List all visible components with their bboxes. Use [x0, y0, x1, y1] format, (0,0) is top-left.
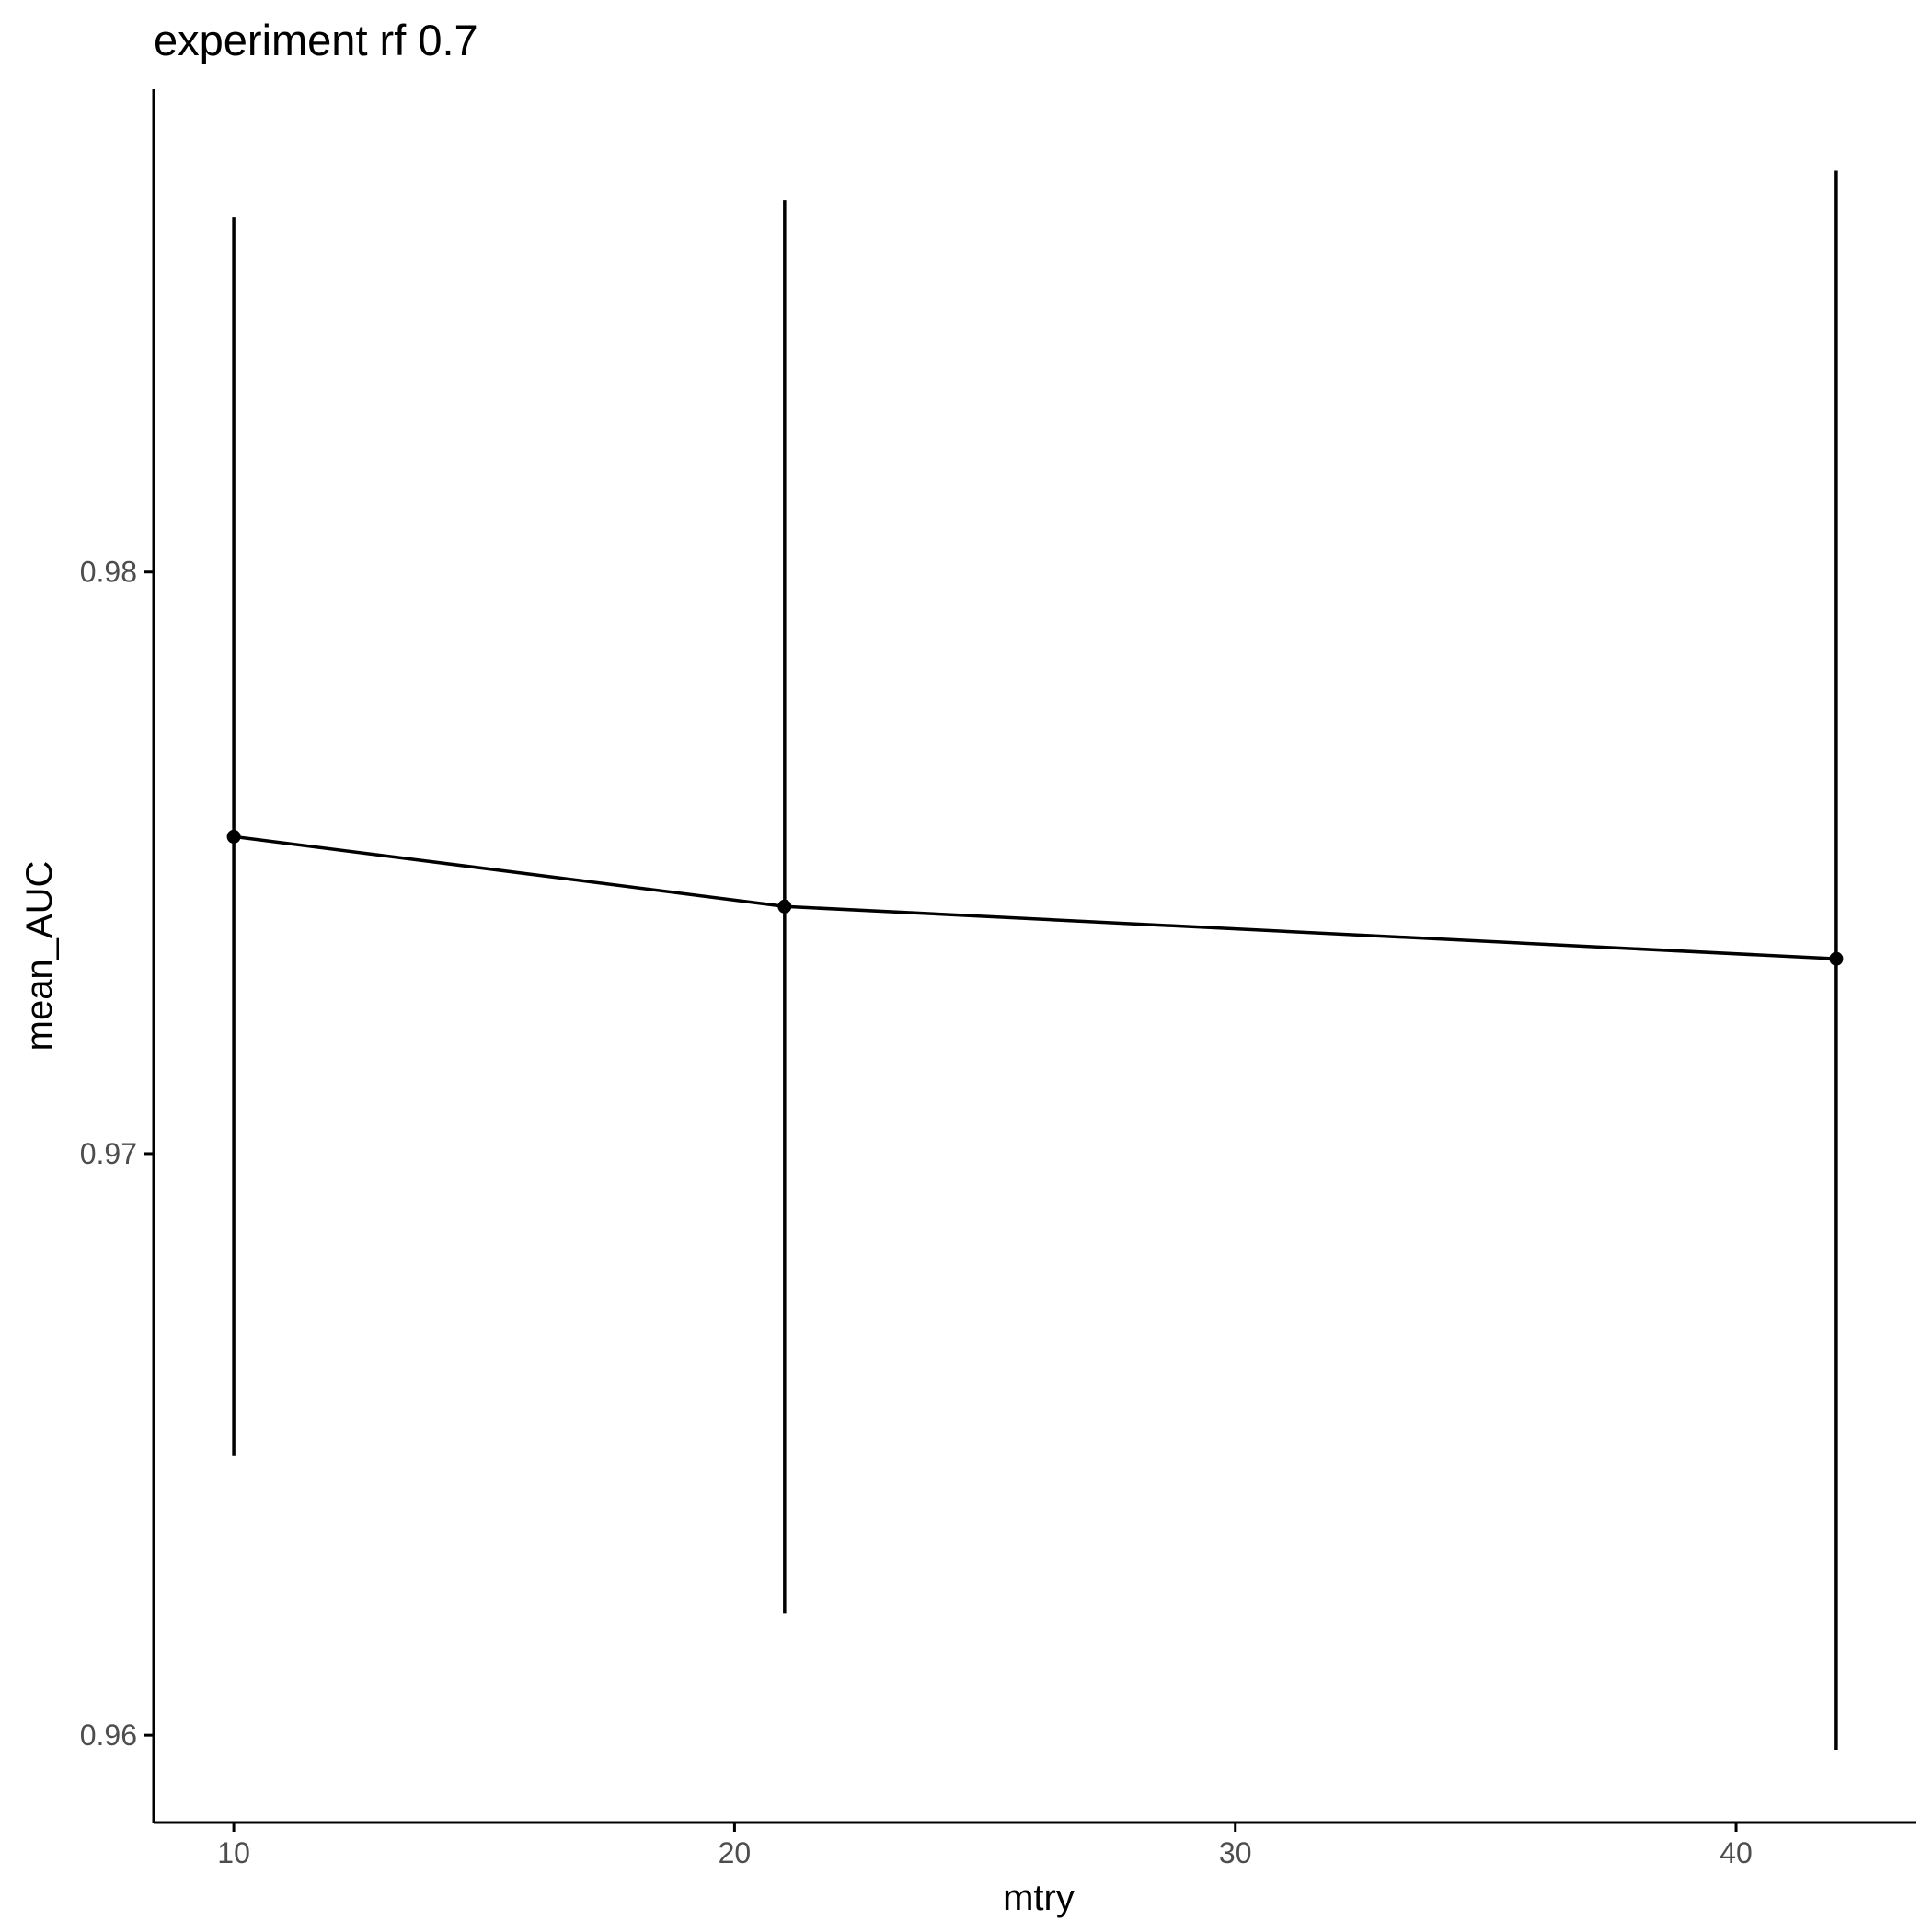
- x-tick-label: 20: [719, 1836, 752, 1869]
- y-axis-title: mean_AUC: [19, 861, 60, 1052]
- x-tick-label: 10: [217, 1836, 250, 1869]
- chart-title: experiment rf 0.7: [154, 16, 478, 64]
- data-point: [777, 899, 792, 914]
- series-line: [233, 834, 1836, 960]
- axis-ticks: 10 20 30 40 0.96 0.97 0.98: [80, 556, 1753, 1869]
- x-tick-label: 30: [1219, 1836, 1252, 1869]
- plot-area: [226, 170, 1844, 1750]
- y-tick-label: 0.98: [80, 556, 137, 589]
- y-tick-label: 0.96: [80, 1719, 137, 1752]
- y-tick-label: 0.97: [80, 1137, 137, 1170]
- data-point: [1829, 951, 1844, 966]
- data-point: [226, 829, 241, 844]
- x-axis-title: mtry: [1003, 1878, 1075, 1918]
- x-tick-label: 40: [1719, 1836, 1753, 1869]
